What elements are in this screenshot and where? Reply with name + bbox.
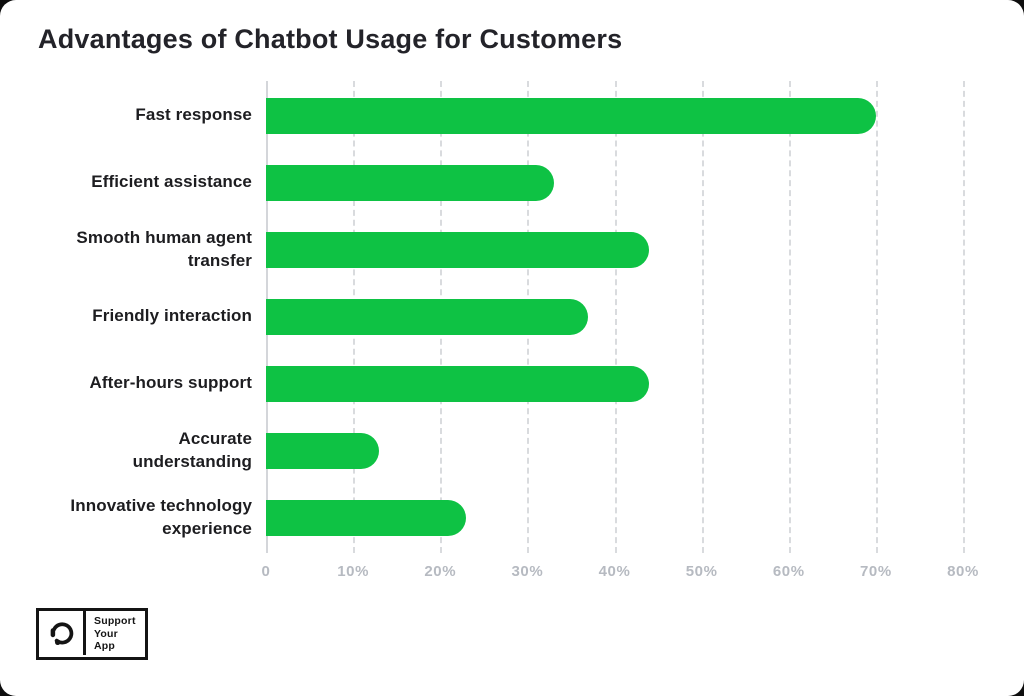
bar-track <box>266 432 963 469</box>
bar-track <box>266 365 963 402</box>
bar-track <box>266 97 963 134</box>
category-label: Fast response <box>135 105 252 125</box>
bar-smooth-human-agent-transfer <box>266 231 650 268</box>
chart-row: Fast response <box>38 82 963 149</box>
bar-track <box>266 231 963 268</box>
chart-row: After-hours support <box>38 350 963 417</box>
chart-title: Advantages of Chatbot Usage for Customer… <box>38 24 623 54</box>
category-label: Friendly interaction <box>92 306 252 326</box>
bar-friendly-interaction <box>266 298 589 335</box>
category-label: Efficient assistance <box>91 172 252 192</box>
x-tick-label: 30% <box>511 563 544 580</box>
x-tick-label: 0 <box>261 563 271 580</box>
bar-after-hours-support <box>266 365 650 402</box>
gridline <box>963 81 965 553</box>
bar-track <box>266 298 963 335</box>
brand-logo: Support Your App <box>36 608 148 660</box>
x-tick-label: 60% <box>772 563 805 580</box>
logo-text: Support Your App <box>86 611 145 657</box>
x-tick-label: 80% <box>947 563 979 580</box>
chart-row: Smooth human agent transfer <box>38 216 963 283</box>
chart-row: Accurate understanding <box>38 417 963 484</box>
logo-line: Your <box>94 627 118 640</box>
chart-row: Efficient assistance <box>38 149 963 216</box>
category-label: Innovative technology experience <box>70 496 252 538</box>
chart-row: Innovative technology experience <box>38 484 963 551</box>
bar-track <box>266 164 963 201</box>
category-label: Accurate understanding <box>132 429 252 471</box>
logo-line: App <box>94 640 116 653</box>
chart-rows: Fast response Efficient assistance Smooth … <box>38 82 963 551</box>
x-tick-label: 50% <box>685 563 718 580</box>
category-label: After-hours support <box>89 373 252 393</box>
bar-innovative-technology-experience <box>266 499 467 536</box>
x-tick-label: 10% <box>337 563 370 580</box>
x-axis: 0 10% 20% 30% 40% 50% 60% 70% 80% <box>262 563 979 585</box>
bar-track <box>266 499 963 536</box>
x-tick-label: 20% <box>424 563 457 580</box>
headset-icon <box>39 611 86 655</box>
bar-fast-response <box>266 97 876 134</box>
logo-line: Support <box>94 615 136 627</box>
x-tick-label: 40% <box>598 563 631 580</box>
bar-chart: Fast response Efficient assistance Smooth … <box>38 81 979 586</box>
x-tick-label: 70% <box>859 563 892 580</box>
category-label: Smooth human agent transfer <box>76 228 252 270</box>
chart-row: Friendly interaction <box>38 283 963 350</box>
bar-accurate-understanding <box>266 432 380 469</box>
bar-efficient-assistance <box>266 164 554 201</box>
